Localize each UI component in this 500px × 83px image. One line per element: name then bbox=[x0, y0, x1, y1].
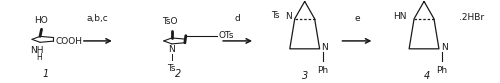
Text: Ts: Ts bbox=[168, 64, 176, 73]
Text: Ph: Ph bbox=[436, 66, 448, 75]
Text: 2: 2 bbox=[175, 69, 181, 79]
Text: a,b,c: a,b,c bbox=[87, 14, 108, 23]
Text: N: N bbox=[168, 45, 175, 54]
Text: N: N bbox=[441, 43, 448, 52]
Text: N: N bbox=[286, 12, 292, 21]
Text: e: e bbox=[354, 14, 360, 23]
Text: Ph: Ph bbox=[317, 66, 328, 75]
Text: TsO: TsO bbox=[162, 17, 177, 26]
Text: d: d bbox=[234, 14, 240, 23]
Text: H: H bbox=[36, 53, 42, 62]
Text: HN: HN bbox=[394, 12, 407, 21]
Text: Ts: Ts bbox=[272, 11, 280, 20]
Text: 4: 4 bbox=[424, 71, 430, 81]
Text: COOH: COOH bbox=[56, 37, 82, 46]
Text: 3: 3 bbox=[302, 71, 308, 81]
Text: HO: HO bbox=[34, 16, 48, 25]
Text: 1: 1 bbox=[43, 69, 50, 79]
Text: N: N bbox=[322, 43, 328, 52]
Text: NH: NH bbox=[30, 46, 44, 55]
Text: OTs: OTs bbox=[218, 31, 234, 40]
Text: .2HBr: .2HBr bbox=[459, 13, 484, 22]
